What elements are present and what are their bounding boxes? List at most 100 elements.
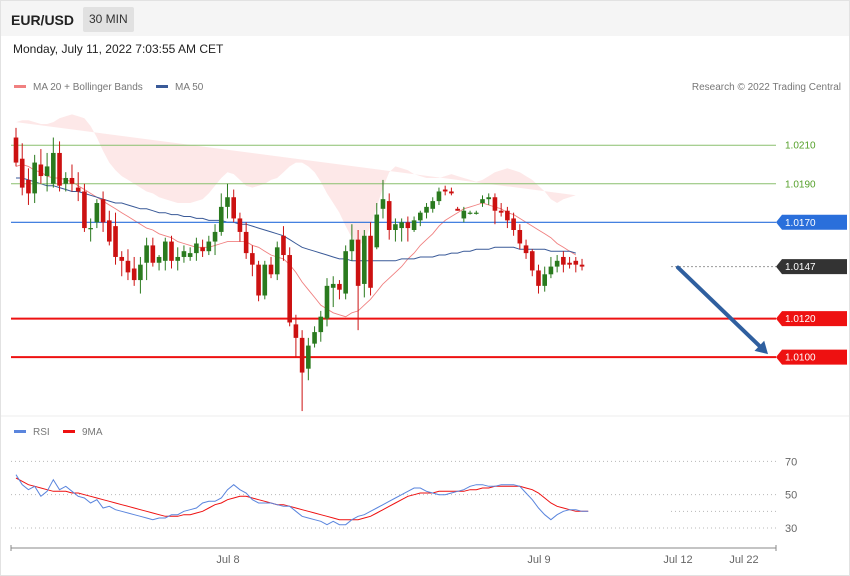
candle-body: [113, 226, 118, 257]
candle-body: [262, 264, 268, 296]
candle-body: [548, 266, 554, 275]
candle-body: [355, 239, 361, 286]
candle-body: [175, 256, 181, 261]
x-tick-jul-22: Jul 22: [729, 554, 758, 566]
candle-body: [393, 224, 398, 230]
candle-body: [399, 222, 404, 229]
ma50-line: [16, 177, 576, 262]
candle-body: [218, 206, 224, 232]
x-tick-jul-8: Jul 8: [216, 554, 239, 566]
candle-body: [449, 191, 454, 194]
candle-body: [579, 264, 585, 267]
candle-body: [374, 214, 380, 248]
candle-body: [312, 332, 317, 344]
candle-body: [486, 197, 492, 200]
rsi-line: [15, 474, 589, 526]
candle-body: [368, 235, 373, 288]
x-tick-jul-12: Jul 12: [663, 554, 692, 566]
candle-body: [150, 245, 156, 263]
candle-body: [82, 191, 87, 229]
candle-body: [32, 162, 37, 194]
candle-body: [542, 274, 547, 286]
level-label-1.0100: 1.0100: [785, 353, 816, 364]
candle-body: [194, 243, 199, 254]
candle-body: [573, 260, 579, 265]
chart-header: EUR/USD 30 MIN: [1, 1, 849, 36]
candle-body: [299, 337, 305, 373]
candle-body: [281, 235, 286, 256]
candle-body: [386, 201, 392, 230]
candle-body: [94, 203, 100, 223]
forecast-arrow-head: [754, 340, 768, 355]
candle-body: [75, 187, 81, 192]
candle-body: [231, 197, 236, 219]
legend-rsi-ma-swatch: [63, 430, 75, 433]
x-tick-jul-9: Jul 9: [527, 554, 550, 566]
legend-ma50-swatch: [156, 85, 168, 88]
candle-body: [349, 239, 355, 252]
candle-body: [274, 247, 280, 275]
timeframe-badge[interactable]: 30 MIN: [83, 7, 134, 32]
candle-body: [243, 231, 249, 254]
candle-body: [380, 199, 386, 209]
candle-body: [144, 245, 149, 263]
candle-body: [88, 228, 93, 230]
rsi-tick-50: 50: [785, 490, 797, 502]
level-label-1.0190: 1.0190: [785, 179, 816, 190]
pair-title: EUR/USD: [11, 12, 75, 28]
candle-body: [362, 235, 367, 284]
candle-body: [156, 256, 162, 263]
legend-rsi-swatch: [14, 430, 26, 433]
candle-body: [430, 201, 436, 209]
level-tag-1.0120: [776, 311, 847, 327]
legend-ma20-swatch: [14, 85, 26, 88]
candle-body: [138, 264, 143, 281]
level-label-1.0210: 1.0210: [785, 141, 816, 152]
candle-body: [337, 283, 342, 290]
candle-body: [237, 218, 243, 232]
candle-body: [517, 229, 523, 244]
candle-body: [200, 247, 205, 252]
candle-body: [187, 253, 193, 257]
candle-body: [169, 241, 174, 261]
candle-body: [26, 179, 31, 194]
candle-body: [523, 245, 529, 254]
legend-ma20-label: MA 20 + Bollinger Bands: [33, 82, 143, 93]
level-tag-1.0147: [776, 259, 847, 275]
date-label: Monday, July 11, 2022 7:03:55 AM CET: [13, 42, 224, 56]
ma20-line: [15, 164, 577, 318]
bollinger-band-area: [16, 114, 576, 246]
candle-body: [256, 264, 261, 296]
candle-body: [411, 220, 417, 230]
candle-body: [125, 260, 131, 273]
level-label-1.0120: 1.0120: [785, 314, 816, 325]
candle-body: [561, 256, 566, 265]
level-label-1.0147: 1.0147: [785, 262, 816, 273]
candle-body: [511, 218, 516, 230]
candle-body: [318, 316, 324, 333]
candle-body: [418, 212, 423, 221]
candle-body: [467, 212, 473, 214]
level-tag-1.0100: [776, 349, 847, 365]
candle-body: [455, 208, 460, 211]
candle-body: [206, 241, 212, 252]
legend-rsi-label: RSI: [33, 427, 50, 438]
candle-body: [162, 241, 168, 261]
candle-body: [505, 210, 510, 221]
candle-body: [492, 197, 498, 211]
candle-body: [268, 264, 274, 275]
candle-body: [38, 164, 44, 177]
candle-body: [529, 251, 535, 271]
level-label-1.0170: 1.0170: [785, 218, 816, 229]
candle-body: [250, 253, 255, 265]
candle-body: [181, 251, 187, 257]
candle-body: [554, 260, 560, 267]
candle-body: [473, 212, 479, 214]
candle-body: [131, 268, 137, 281]
candle-body: [293, 324, 299, 338]
candle-body: [306, 345, 311, 369]
candle-body: [69, 177, 75, 184]
level-tag-1.0170: [776, 214, 847, 230]
rsi-ma-line: [15, 477, 589, 521]
